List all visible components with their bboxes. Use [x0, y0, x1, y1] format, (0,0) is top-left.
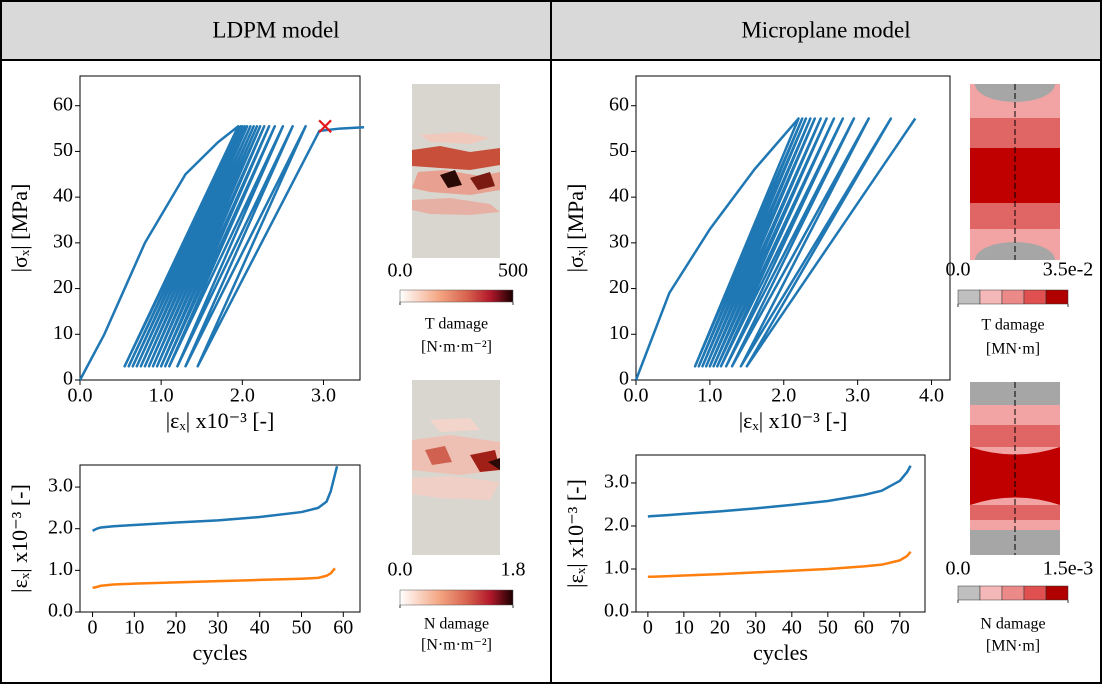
colorbar-label: T damage — [425, 316, 488, 333]
colorbar-unit: [MN·m] — [986, 341, 1040, 358]
header: Microplane model — [741, 17, 910, 42]
y-axis-label: |σₓ| [MPa] — [7, 184, 32, 273]
y-tick-label: 20 — [53, 276, 73, 298]
plot-frame — [635, 75, 951, 381]
damage-map — [970, 84, 1060, 260]
y-tick-label: 60 — [53, 93, 73, 115]
y-tick-label: 3.0 — [604, 471, 629, 493]
x-tick-label: 70 — [890, 617, 910, 639]
colorbar-unit: [N·m·m⁻²] — [421, 637, 492, 654]
x-tick-label: 0 — [643, 617, 653, 639]
x-tick-label: 40 — [250, 617, 270, 639]
colorbar-tick-label: 1.5e-3 — [1043, 558, 1094, 580]
x-tick-label: 2.0 — [230, 385, 255, 407]
colorbar-tick-label: 0.0 — [946, 259, 971, 281]
y-tick-label: 0 — [63, 368, 73, 390]
y-tick-label: 50 — [53, 139, 73, 161]
colorbar — [399, 589, 514, 606]
colorbar — [957, 585, 1069, 601]
colorbar-tick-label: 3.5e-2 — [1043, 259, 1094, 281]
damage-map — [412, 380, 500, 555]
x-tick-label: 50 — [818, 617, 838, 639]
marker — [318, 119, 332, 134]
y-tick-label: 10 — [53, 322, 73, 344]
data-line — [647, 550, 912, 578]
x-tick-label: 4.0 — [919, 385, 944, 407]
y-axis-label: |εₓ| x10⁻³ [-] — [7, 484, 32, 593]
x-tick-label: 20 — [166, 617, 186, 639]
y-tick-label: 2.0 — [604, 514, 629, 536]
colorbar-unit: [N·m·m⁻²] — [421, 339, 492, 356]
y-tick-label: 1.0 — [48, 558, 73, 580]
y-tick-label: 40 — [609, 185, 629, 207]
x-tick-label: 50 — [291, 617, 311, 639]
data-line — [647, 465, 912, 518]
damage-map — [412, 84, 500, 258]
x-tick-label: 0.0 — [624, 385, 649, 407]
x-axis-label: |εₓ| x10⁻³ [-] — [739, 408, 848, 433]
colorbar-label: N damage — [980, 616, 1045, 633]
y-tick-label: 40 — [53, 185, 73, 207]
y-tick-label: 30 — [609, 230, 629, 252]
x-tick-label: 30 — [208, 617, 228, 639]
x-tick-label: 1.0 — [697, 385, 722, 407]
y-tick-label: 1.0 — [604, 557, 629, 579]
y-tick-label: 0.0 — [604, 600, 629, 622]
y-tick-label: 0.0 — [48, 600, 73, 622]
y-tick-label: 3.0 — [48, 475, 73, 497]
colorbar-tick-label: 0.0 — [946, 558, 971, 580]
x-axis-label: cycles — [753, 640, 808, 665]
data-line — [634, 117, 917, 381]
x-tick-label: 30 — [746, 617, 766, 639]
y-tick-label: 20 — [609, 276, 629, 298]
colorbar — [399, 289, 514, 303]
y-tick-label: 30 — [53, 230, 73, 252]
x-tick-label: 10 — [124, 617, 144, 639]
x-tick-label: 1.0 — [149, 385, 174, 407]
colorbar-unit: [MN·m] — [986, 638, 1040, 655]
x-tick-label: 10 — [674, 617, 694, 639]
y-tick-label: 10 — [609, 322, 629, 344]
x-tick-label: 20 — [710, 617, 730, 639]
x-axis-label: |εₓ| x10⁻³ [-] — [166, 408, 275, 433]
y-axis-label: |σₓ| [MPa] — [563, 184, 588, 273]
x-tick-label: 3.0 — [311, 385, 336, 407]
data-line — [91, 465, 339, 532]
x-axis-label: cycles — [193, 640, 248, 665]
colorbar-label: N damage — [424, 616, 489, 633]
x-tick-label: 3.0 — [845, 385, 870, 407]
x-tick-label: 60 — [333, 617, 353, 639]
y-axis-label: |εₓ| x10⁻³ [-] — [563, 479, 588, 588]
y-tick-label: 50 — [609, 139, 629, 161]
x-tick-label: 0 — [88, 617, 98, 639]
y-tick-label: 2.0 — [48, 516, 73, 538]
colorbar-tick-label: 0.0 — [388, 559, 413, 581]
colorbar — [957, 289, 1069, 305]
header: LDPM model — [212, 17, 339, 42]
colorbar-tick-label: 1.8 — [501, 559, 526, 581]
plot-frame — [79, 75, 361, 381]
x-tick-label: 0.0 — [68, 385, 93, 407]
damage-map — [970, 382, 1060, 555]
x-tick-label: 60 — [854, 617, 874, 639]
data-line — [78, 125, 365, 381]
x-tick-label: 2.0 — [771, 385, 796, 407]
data-line — [92, 567, 336, 590]
x-tick-label: 40 — [782, 617, 802, 639]
colorbar-tick-label: 0.0 — [388, 260, 413, 282]
plot-frame — [635, 454, 926, 613]
y-tick-label: 0 — [619, 368, 629, 390]
y-tick-label: 60 — [609, 93, 629, 115]
colorbar-label: T damage — [981, 317, 1044, 334]
colorbar-tick-label: 500 — [498, 260, 528, 282]
plot-frame — [79, 464, 361, 613]
